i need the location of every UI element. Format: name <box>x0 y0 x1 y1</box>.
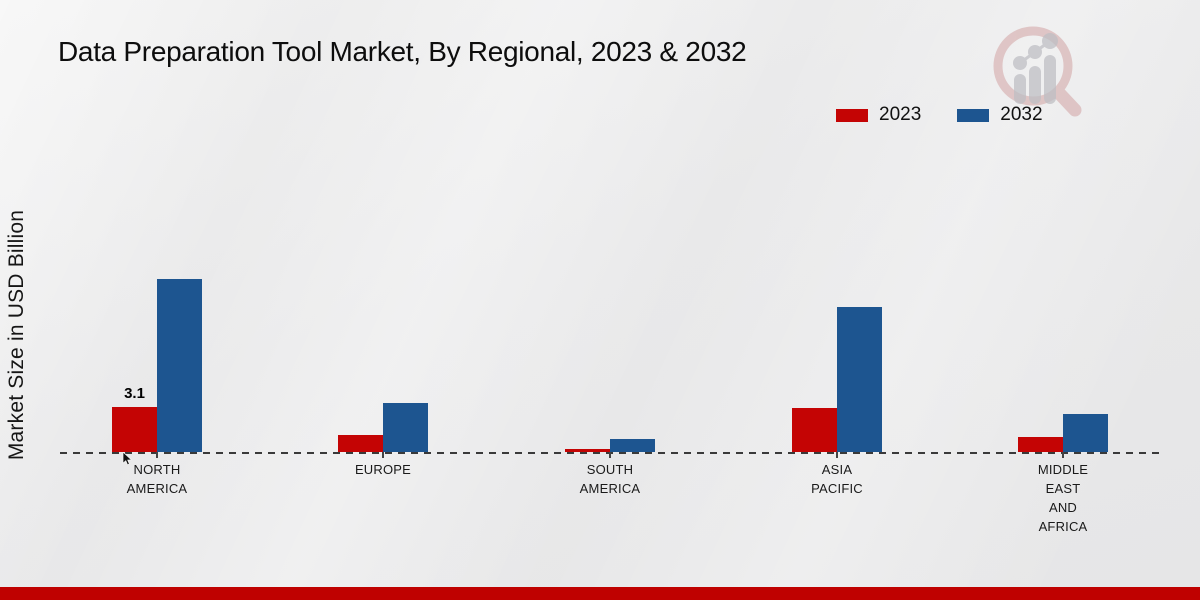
bar-2023-middle-east-and-africa <box>1018 437 1063 452</box>
bar-2023-north-america <box>112 407 157 452</box>
footer-accent-stripe <box>0 587 1200 600</box>
x-axis-tick-europe <box>382 452 384 458</box>
legend-item-2032: 2032 <box>957 104 1043 126</box>
legend-item-2023: 2023 <box>836 104 921 126</box>
x-axis-tick-middle-east-and-africa <box>1062 452 1064 458</box>
bar-2032-north-america <box>157 279 202 452</box>
bar-2032-europe <box>383 403 428 452</box>
legend-swatch-2032 <box>957 108 990 122</box>
category-label-middle-east-and-africa: MIDDLE EAST AND AFRICA <box>1037 462 1089 534</box>
category-label-north-america: NORTH AMERICA <box>126 462 188 496</box>
bar-2032-middle-east-and-africa <box>1063 414 1108 452</box>
brand-logo-watermark <box>993 26 1082 117</box>
value-label-2023-north-america: 3.1 <box>124 385 145 402</box>
bar-2023-europe <box>338 435 383 452</box>
legend: 2023 2032 <box>836 104 1043 126</box>
bar-2032-south-america <box>610 439 655 452</box>
x-axis-tick-north-america <box>156 452 158 458</box>
bar-2023-asia-pacific <box>792 408 837 452</box>
bar-2032-asia-pacific <box>837 307 882 452</box>
category-label-south-america: SOUTH AMERICA <box>579 462 641 496</box>
legend-label-2032: 2032 <box>1000 104 1043 125</box>
x-axis-tick-asia-pacific <box>836 452 838 458</box>
category-label-europe: EUROPE <box>354 462 412 477</box>
mouse-cursor-icon <box>122 452 133 466</box>
chart-title: Data Preparation Tool Market, By Regiona… <box>58 36 747 67</box>
legend-label-2023: 2023 <box>879 104 922 125</box>
category-label-asia-pacific: ASIA PACIFIC <box>811 462 863 496</box>
x-axis-tick-south-america <box>609 452 611 458</box>
legend-swatch-2023 <box>836 108 868 122</box>
bar-2023-south-america <box>565 449 610 452</box>
